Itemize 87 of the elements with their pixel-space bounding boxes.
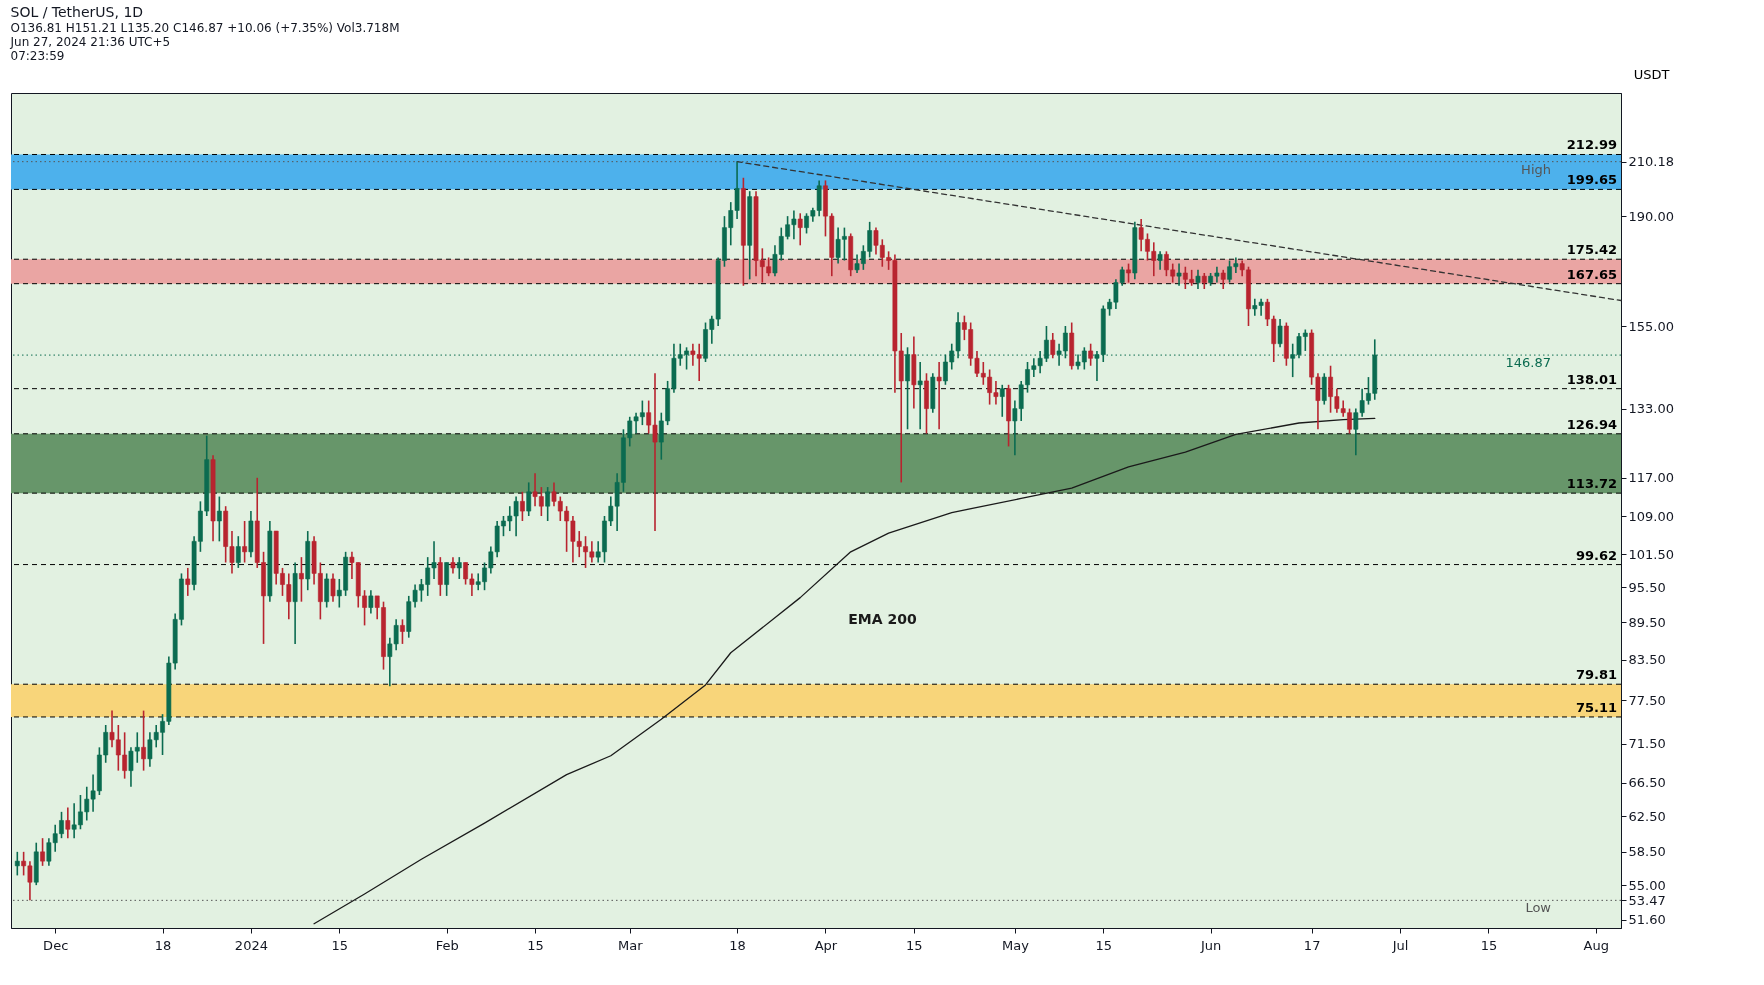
ref-line-label: 138.01 bbox=[1566, 371, 1617, 387]
x-tick-label: 2024 bbox=[234, 937, 268, 953]
ref-line-label: 99.62 bbox=[1575, 547, 1617, 563]
ref-line-label: High bbox=[1521, 161, 1551, 177]
candlestick bbox=[141, 709, 146, 772]
x-tick-label: 17 bbox=[1303, 937, 1321, 953]
ref-line-label: 75.11 bbox=[1575, 699, 1617, 715]
candlestick bbox=[526, 481, 532, 517]
candlestick bbox=[1088, 342, 1094, 367]
candlestick bbox=[185, 567, 191, 597]
y-tick-label: 95.50 bbox=[1628, 579, 1666, 595]
y-tick-label: 190.00 bbox=[1628, 208, 1674, 224]
x-tick-label: 18 bbox=[154, 937, 172, 953]
candlestick bbox=[14, 851, 20, 877]
ref-line-label: 126.94 bbox=[1566, 416, 1617, 432]
x-tick-label: Feb bbox=[435, 937, 459, 953]
candlestick bbox=[235, 535, 241, 569]
ref-line-label: 175.42 bbox=[1566, 242, 1617, 258]
candlestick bbox=[330, 572, 336, 603]
candlestick bbox=[444, 561, 450, 597]
candlestick bbox=[1195, 269, 1201, 290]
candlestick bbox=[299, 556, 304, 603]
y-tick-label: 155.00 bbox=[1628, 318, 1674, 334]
candlestick bbox=[1126, 262, 1131, 284]
x-tick-label: Dec bbox=[43, 937, 69, 953]
chart-title: SOL / TetherUS, 1D bbox=[10, 4, 144, 20]
y-tick-label: 101.50 bbox=[1628, 546, 1674, 562]
candlestick bbox=[1277, 318, 1283, 349]
candlestick bbox=[936, 361, 942, 431]
candlestick bbox=[1220, 269, 1226, 290]
x-tick-label: Jun bbox=[1199, 937, 1222, 953]
candlestick bbox=[216, 495, 222, 543]
ref-line-label: Low bbox=[1525, 900, 1552, 916]
candlestick bbox=[324, 572, 330, 609]
x-tick-label: 15 bbox=[527, 937, 544, 953]
x-tick-label: 15 bbox=[331, 937, 349, 953]
x-tick-label: May bbox=[1001, 937, 1030, 953]
candlestick bbox=[797, 212, 803, 247]
chart-subtitle: O136.81 H151.21 L135.20 C146.87 +10.06 (+7.35%) Vol3.718M bbox=[10, 21, 400, 35]
x-tick-label: 15 bbox=[1095, 937, 1113, 953]
candlestick bbox=[1157, 250, 1163, 271]
candlestick bbox=[456, 556, 462, 580]
x-tick-label: Mar bbox=[617, 937, 644, 953]
y-tick-label: 83.50 bbox=[1628, 652, 1666, 668]
ref-line-label: 167.65 bbox=[1566, 266, 1617, 282]
x-tick-label: Jul bbox=[1391, 937, 1409, 953]
candlestick bbox=[368, 589, 374, 615]
x-tick-label: 15 bbox=[1480, 937, 1498, 953]
candlestick bbox=[437, 556, 443, 597]
y-tick-label: 77.50 bbox=[1628, 692, 1666, 708]
y-tick-label: 133.00 bbox=[1628, 401, 1674, 417]
ref-line-label: 113.72 bbox=[1566, 476, 1617, 492]
candlestick bbox=[1176, 262, 1182, 287]
text: 07:23:59 bbox=[10, 49, 65, 63]
y-tick-label: 55.00 bbox=[1628, 877, 1666, 893]
y-tick-label: 117.00 bbox=[1628, 470, 1674, 486]
x-tick-label: 18 bbox=[729, 937, 746, 953]
line-series bbox=[313, 417, 1376, 925]
candlestick bbox=[917, 361, 923, 431]
candlestick bbox=[999, 384, 1005, 418]
x-tick-label: Apr bbox=[814, 937, 838, 953]
ref-line-label: 212.99 bbox=[1566, 137, 1617, 153]
text: Jun 27, 2024 21:36 UTC+5 bbox=[9, 35, 171, 49]
y-tick-label: 210.18 bbox=[1628, 154, 1674, 170]
candlestick bbox=[545, 486, 551, 522]
y-tick-label: 51.60 bbox=[1628, 912, 1666, 928]
candlestick bbox=[65, 806, 71, 839]
candlestick bbox=[40, 837, 45, 867]
candlestick bbox=[400, 618, 405, 645]
y-tick-label: 62.50 bbox=[1628, 808, 1666, 824]
candlestick bbox=[242, 520, 247, 564]
x-tick-label: 15 bbox=[906, 937, 923, 953]
y-tick-label: 53.47 bbox=[1628, 892, 1666, 908]
y-axis-title: USDT bbox=[1633, 66, 1670, 82]
y-tick-label: 66.50 bbox=[1628, 775, 1666, 791]
text: EMA 200 bbox=[848, 610, 917, 627]
ref-line-label: 79.81 bbox=[1575, 667, 1617, 683]
candlestick bbox=[1050, 332, 1056, 360]
ref-line-label: 146.87 bbox=[1505, 355, 1551, 371]
x-tick-label: Aug bbox=[1583, 937, 1609, 953]
y-tick-label: 89.50 bbox=[1628, 614, 1666, 630]
y-tick-label: 109.00 bbox=[1628, 508, 1674, 524]
y-tick-label: 71.50 bbox=[1628, 736, 1666, 752]
ref-line-label: 199.65 bbox=[1566, 172, 1617, 188]
candlestick bbox=[520, 491, 525, 522]
candlestick bbox=[1321, 372, 1327, 406]
y-tick-label: 58.50 bbox=[1628, 844, 1666, 860]
